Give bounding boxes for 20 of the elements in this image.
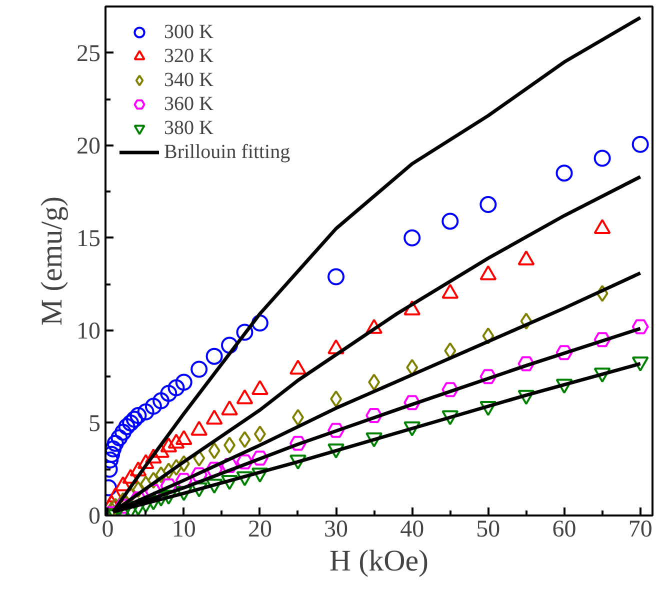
x-axis-title: H (kOe)	[329, 544, 429, 578]
legend-label: 340 K	[164, 68, 214, 92]
y-tick-label: 20	[76, 133, 100, 160]
legend-label: 380 K	[164, 116, 214, 140]
y-tick-label: 15	[76, 226, 100, 252]
x-tick-label: 10	[172, 516, 196, 542]
y-axis-title: M (emu/g)	[36, 196, 68, 326]
x-tick-label: 60	[552, 516, 576, 542]
x-tick-label: 50	[476, 516, 500, 542]
y-tick-label: 10	[76, 318, 100, 344]
x-tick-label: 20	[248, 516, 272, 542]
legend-label: 320 K	[164, 44, 214, 68]
x-tick-label: 70	[628, 516, 652, 542]
y-tick-label: 5	[88, 410, 100, 437]
x-tick-label: 30	[324, 516, 348, 542]
legend-label: Brillouin fitting	[164, 140, 290, 164]
y-tick-label: 25	[76, 40, 100, 67]
x-tick-label: 40	[400, 516, 424, 542]
legend-label: 300 K	[164, 20, 214, 44]
legend-label: 360 K	[164, 92, 214, 116]
